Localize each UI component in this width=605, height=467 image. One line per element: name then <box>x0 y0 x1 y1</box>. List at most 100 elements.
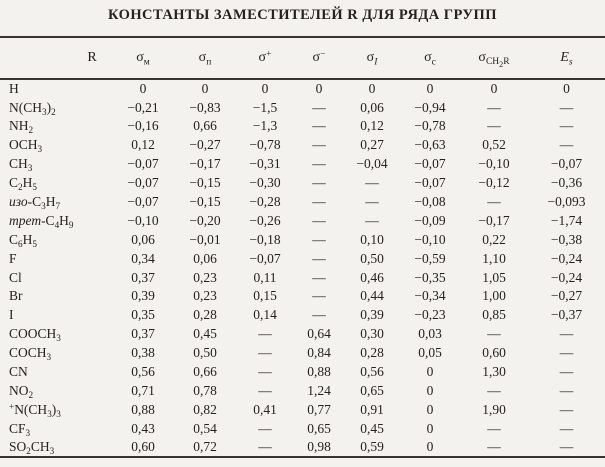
value-cell: — <box>258 439 272 455</box>
value-cell: — <box>258 345 272 361</box>
column-header-0: R <box>87 50 97 65</box>
substituent-cell: N(CH3)2 <box>9 99 56 117</box>
table-row: NO2 0,71 0,78 — 1,24 0,65 0 — — <box>0 381 605 400</box>
value-cell: 0 <box>261 81 269 97</box>
substituent-cell: C2H5 <box>9 175 37 193</box>
substituent-cell: C6H5 <box>9 231 37 250</box>
value-cell: — <box>559 420 574 436</box>
value-cell: 0,50 <box>193 345 217 361</box>
value-cell: −0,07 <box>550 156 583 172</box>
value-cell: −0,08 <box>414 194 446 210</box>
value-cell: 0,82 <box>193 401 217 417</box>
table-row: C6H5 0,06 −0,01 −0,18 — 0,10 −0,10 0,22 −0,38 <box>0 230 605 249</box>
value-cell: 0,23 <box>193 269 217 285</box>
value-cell: — <box>312 288 326 304</box>
value-cell: — <box>258 420 272 436</box>
substituent-cell: H <box>9 81 19 97</box>
value-cell: 0,56 <box>131 364 155 380</box>
value-cell: — <box>258 382 272 398</box>
value-cell: 0 <box>315 81 323 97</box>
value-cell: — <box>559 99 574 115</box>
table-row: Cl 0,37 0,23 0,11 — 0,46 −0,35 1,05 −0,24 <box>0 268 605 287</box>
value-cell: 0 <box>426 382 434 398</box>
value-cell: 0 <box>368 81 376 97</box>
value-cell: 0,50 <box>360 250 384 266</box>
value-cell: −1,5 <box>252 99 278 115</box>
value-cell: 0 <box>139 81 147 97</box>
value-cell: — <box>258 364 272 380</box>
value-cell: — <box>559 364 574 380</box>
value-cell: 0,34 <box>131 250 155 266</box>
value-cell: −0,04 <box>356 156 388 172</box>
value-cell: −0,07 <box>414 175 446 191</box>
value-cell: 0,45 <box>193 326 217 342</box>
table-row: H 0 0 0 0 0 0 0 0 <box>0 79 605 98</box>
value-cell: −0,31 <box>249 156 281 172</box>
value-cell: 0,65 <box>307 420 331 436</box>
value-cell: — <box>312 156 326 172</box>
value-cell: — <box>487 99 501 115</box>
value-cell: 1,24 <box>307 382 331 398</box>
value-cell: 0,64 <box>307 326 331 342</box>
value-cell: — <box>559 118 574 134</box>
table-row: SO2CH3 0,60 0,72 — 0,98 0,59 0 — — <box>0 438 605 457</box>
table-row: NH2 −0,16 0,66 −1,3 — 0,12 −0,78 — — <box>0 117 605 136</box>
value-cell: — <box>312 269 326 285</box>
value-cell: 0,98 <box>307 439 331 455</box>
value-cell: — <box>487 420 501 436</box>
value-cell: 0,30 <box>360 326 384 342</box>
value-cell: — <box>559 401 574 417</box>
value-cell: 0 <box>426 420 434 436</box>
value-cell: 0,28 <box>193 307 217 323</box>
substituent-cell: COCH3 <box>9 345 52 363</box>
value-cell: −0,27 <box>550 288 583 304</box>
value-cell: 0 <box>426 439 434 455</box>
table-row: COCH3 0,38 0,50 — 0,84 0,28 0,05 0,60 — <box>0 343 605 362</box>
value-cell: — <box>312 137 326 153</box>
value-cell: 0,03 <box>418 326 442 342</box>
value-cell: −0,38 <box>550 231 583 247</box>
value-cell: 0,06 <box>131 231 155 247</box>
substituent-cell: +N(CH3)3 <box>9 401 61 420</box>
table-row: +N(CH3)3 0,88 0,82 0,41 0,77 0,91 0 1,90 — <box>0 400 605 419</box>
column-header-2: σп <box>198 50 212 68</box>
value-cell: −0,78 <box>414 118 446 134</box>
value-cell: −0,78 <box>249 137 281 153</box>
substituent-cell: NH2 <box>9 118 34 136</box>
value-cell: 0 <box>563 81 570 97</box>
value-cell: −0,17 <box>478 212 510 228</box>
table-body: H 0 0 0 0 0 0 0 0 N(CH3)2 −0,21 −0,83 −1,5 — 0,06 −0,94… <box>0 79 605 457</box>
table-row: OCH3 0,12 −0,27 −0,78 — 0,27 −0,63 0,52 — <box>0 136 605 155</box>
substituent-cell: COOCH3 <box>9 326 61 344</box>
value-cell: 0,44 <box>360 288 384 304</box>
value-cell: 0,60 <box>482 345 506 361</box>
value-cell: 0,71 <box>131 382 155 398</box>
value-cell: −0,01 <box>189 231 221 247</box>
value-cell: 0,45 <box>360 420 384 436</box>
value-cell: 0,72 <box>193 439 217 455</box>
value-cell: 0,66 <box>193 118 217 134</box>
value-cell: — <box>312 231 326 247</box>
value-cell: 0,41 <box>253 401 277 417</box>
table-row: N(CH3)2 −0,21 −0,83 −1,5 — 0,06 −0,94 — — <box>0 98 605 117</box>
substituent-cell: NO2 <box>9 382 34 401</box>
value-cell: 0,05 <box>418 345 442 361</box>
value-cell: −1,3 <box>252 118 278 134</box>
value-cell: −0,10 <box>414 231 446 247</box>
value-cell: 0,56 <box>360 364 384 380</box>
value-cell: 0 <box>426 81 434 97</box>
value-cell: 0,27 <box>360 137 384 153</box>
value-cell: 0,37 <box>131 326 155 342</box>
value-cell: — <box>312 212 326 228</box>
substituent-cell: CN <box>9 364 28 380</box>
value-cell: — <box>258 326 272 342</box>
value-cell: — <box>487 194 501 210</box>
value-cell: 0,88 <box>131 401 155 417</box>
value-cell: 0 <box>426 401 434 417</box>
value-cell: 0,65 <box>360 382 384 398</box>
value-cell: −0,23 <box>414 307 446 323</box>
table-title: КОНСТАНТЫ ЗАМЕСТИТЕЛЕЙ R ДЛЯ РЯДА ГРУПП <box>108 7 497 23</box>
